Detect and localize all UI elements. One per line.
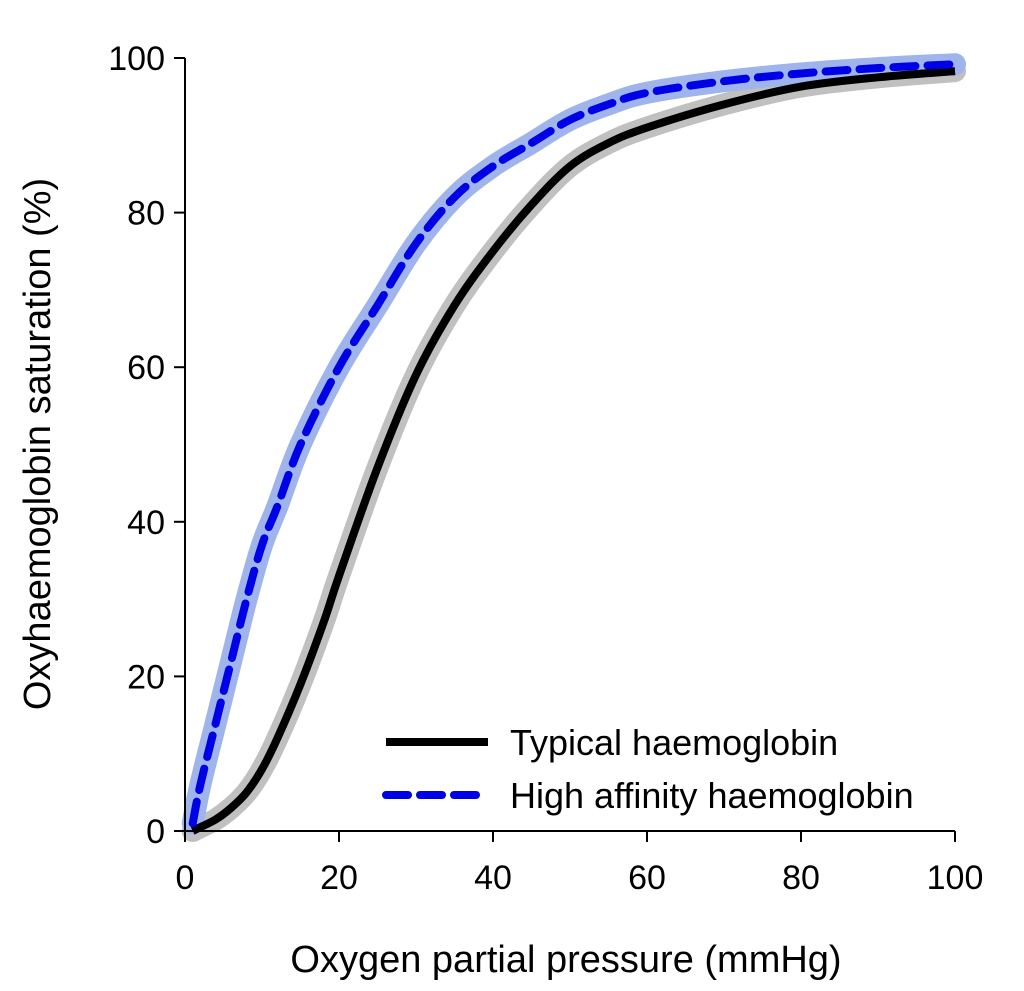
axes: [184, 58, 955, 832]
y-tick-label: 20: [127, 658, 165, 696]
line-typical-haemoglobin: [190, 67, 956, 835]
x-tick-label: 20: [320, 859, 358, 897]
x-tick-label: 80: [782, 859, 820, 897]
legend-label: High affinity haemoglobin: [510, 775, 914, 816]
y-tick-label: 60: [127, 349, 165, 387]
band-high-affinity-haemoglobin: [181, 53, 966, 835]
x-axis-label: Oxygen partial pressure (mmHg): [290, 939, 841, 981]
y-tick-label: 80: [127, 195, 165, 233]
legend: Typical haemoglobin High affinity haemogl…: [382, 722, 914, 816]
x-tick-label: 100: [927, 859, 984, 897]
x-tick-label: 60: [628, 859, 666, 897]
y-tick-label: 100: [108, 40, 165, 78]
y-axis-label: Oxyhaemoglobin saturation (%): [17, 178, 59, 710]
y-tick-label: 40: [127, 504, 165, 542]
y-tick-label: 0: [146, 813, 165, 851]
x-tick-label: 40: [474, 859, 512, 897]
legend-label: Typical haemoglobin: [510, 722, 838, 763]
x-tick-label: 0: [176, 859, 195, 897]
line-high-affinity-haemoglobin: [188, 60, 959, 828]
